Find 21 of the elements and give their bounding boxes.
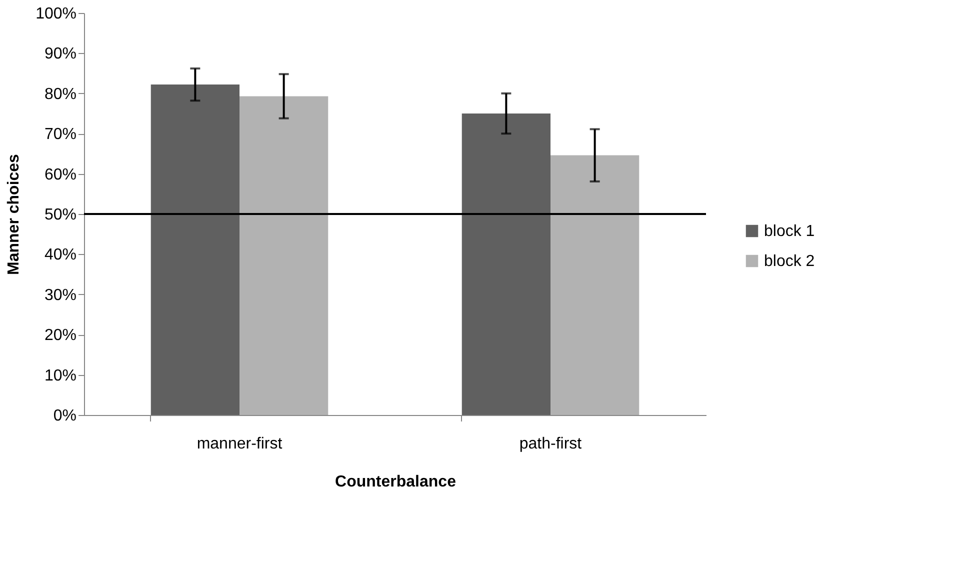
y-tick-label: 40% [44,246,76,264]
bar [550,155,640,415]
x-tick-label: path-first [519,436,582,452]
y-tick-label: 30% [44,286,76,304]
y-tick-label: 80% [44,86,76,103]
bar [150,84,240,415]
bar [462,114,550,415]
legend-label: block 1 [764,223,815,240]
y-tick-label: 10% [44,367,76,384]
x-axis-title: Counterbalance [335,474,456,490]
y-tick-label: 50% [44,206,76,224]
bar [240,96,328,415]
y-tick-label: 70% [44,126,76,144]
y-axis-title: Manner choices [6,154,23,275]
y-tick-label: 60% [44,166,76,184]
x-tick-label: manner-first [196,436,283,452]
y-tick-label: 100% [36,6,76,22]
y-tick-label: 0% [53,408,76,424]
legend-label: block 2 [764,253,815,270]
y-tick-label: 20% [44,327,76,344]
y-tick-label: 90% [44,46,76,63]
